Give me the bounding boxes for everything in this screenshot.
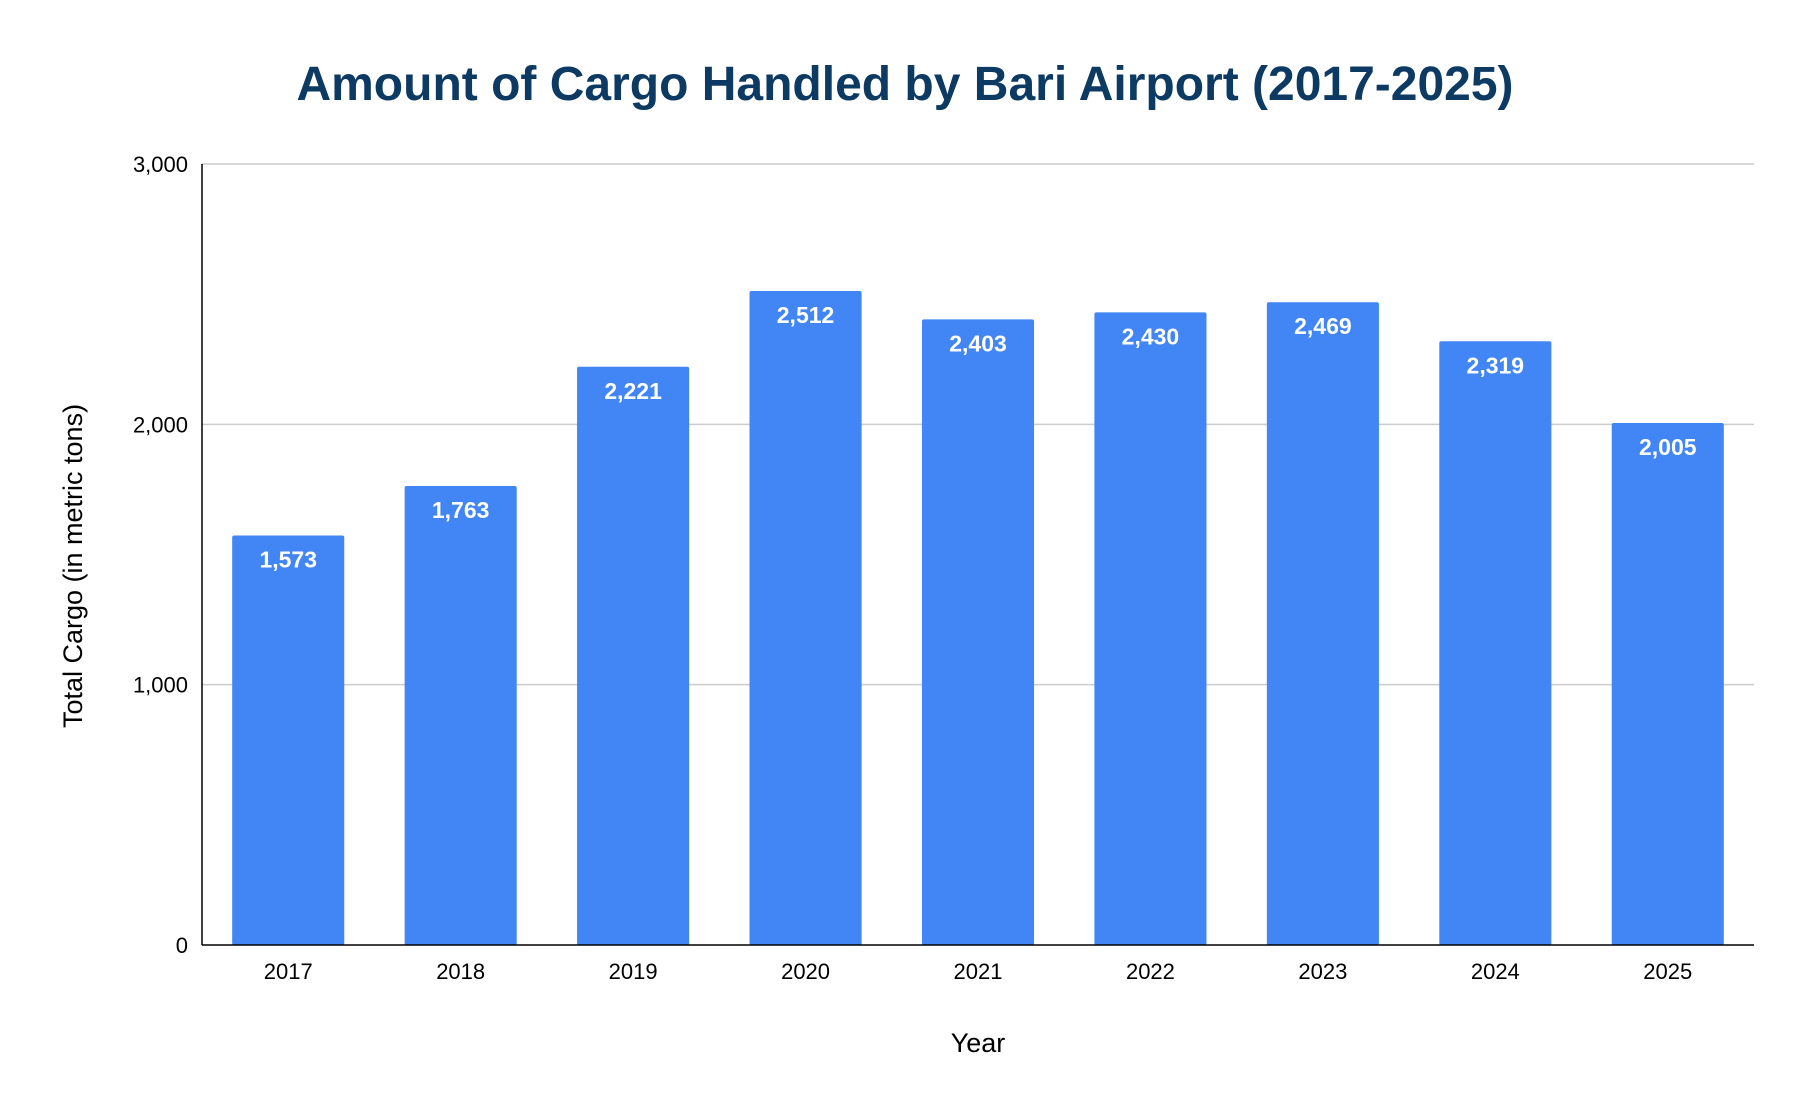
bar xyxy=(921,319,1035,945)
x-tick-label: 2023 xyxy=(1298,959,1347,984)
data-label: 2,512 xyxy=(777,302,835,328)
x-tick-label: 2025 xyxy=(1643,959,1692,984)
y-tick-label: 1,000 xyxy=(133,673,188,698)
data-label: 2,403 xyxy=(949,330,1007,356)
y-tick-label: 2,000 xyxy=(133,412,188,437)
data-label: 2,430 xyxy=(1122,323,1180,349)
bar xyxy=(1266,302,1379,945)
y-tick-label: 3,000 xyxy=(133,152,188,177)
x-tick-label: 2019 xyxy=(609,959,658,984)
data-labels: 1,573 1,763 2,221 2,512 2,403 2,430 2,469 2,319… xyxy=(259,302,1696,572)
bar xyxy=(749,291,862,945)
x-tick-label: 2018 xyxy=(436,959,485,984)
data-label: 2,319 xyxy=(1467,352,1525,378)
x-tick-label: 2020 xyxy=(781,959,830,984)
bar xyxy=(1439,341,1552,945)
chart-title: Amount of Cargo Handled by Bari Airport … xyxy=(296,58,1513,111)
bar xyxy=(1094,312,1207,945)
bar xyxy=(1611,423,1724,945)
data-label: 1,763 xyxy=(432,497,490,523)
data-label: 1,573 xyxy=(259,546,317,572)
x-tick-label: 2024 xyxy=(1471,959,1520,984)
y-tick-label: 0 xyxy=(176,933,188,958)
bar xyxy=(232,535,345,945)
bar xyxy=(404,486,517,945)
x-axis-title: Year xyxy=(951,1028,1006,1058)
x-tick-label: 2021 xyxy=(954,959,1003,984)
data-label: 2,221 xyxy=(604,378,662,404)
bar xyxy=(577,366,690,945)
bars xyxy=(232,291,1724,945)
data-label: 2,469 xyxy=(1294,313,1352,339)
data-label: 2,005 xyxy=(1639,434,1697,460)
y-axis-title: Total Cargo (in metric tons) xyxy=(58,404,88,728)
x-tick-label: 2022 xyxy=(1126,959,1175,984)
axes: 0 1,000 2,000 3,000 2017 2018 2019 2020 2021 2022… xyxy=(133,152,1754,984)
x-tick-label: 2017 xyxy=(264,959,313,984)
